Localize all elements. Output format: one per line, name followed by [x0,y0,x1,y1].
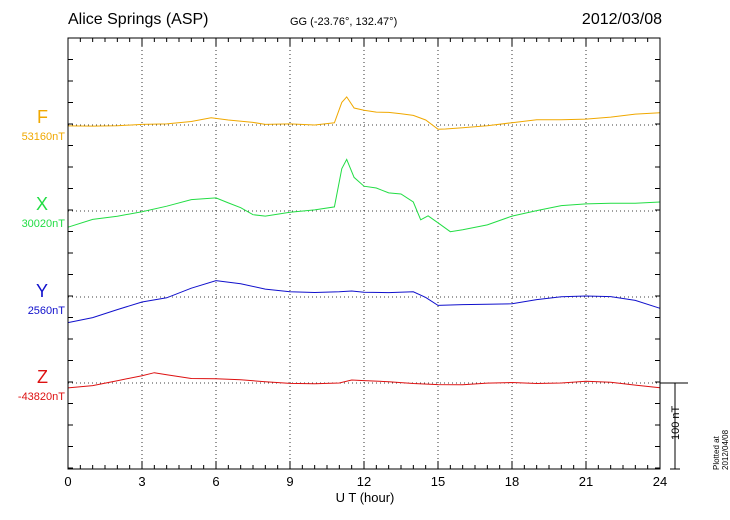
series-baseline-x: 30020nT [21,218,65,230]
scale-bar-label: 100 nT [670,405,682,440]
x-tick-label: 15 [431,474,445,489]
x-tick-label: 12 [357,474,371,489]
x-axis-label: U T (hour) [335,490,395,505]
plot-frame [67,37,661,470]
x-tick-label: 3 [138,474,145,489]
series-baseline-y: 2560nT [27,305,65,317]
series-line-x [67,158,661,233]
x-tick-label: 24 [653,474,667,489]
series-line-z [67,372,661,389]
chart-title: Alice Springs (ASP) [68,11,209,28]
scale-bar [660,382,688,470]
x-tick-labels: 0 3 6 9 12 15 18 21 24 [64,474,667,489]
series-baseline-z: -43820nT [17,391,65,403]
series-label-f: F [37,107,48,127]
x-tick-label: 18 [505,474,519,489]
station-coordinates: GG (-23.76°, 132.47°) [290,16,398,28]
series-baseline-f: 53160nT [21,131,65,143]
grid-lines [68,38,660,469]
chart-date: 2012/03/08 [581,11,662,28]
series-lines [67,96,661,389]
x-tick-label: 21 [579,474,593,489]
x-tick-label: 0 [64,474,71,489]
x-tick-label: 9 [286,474,293,489]
series-label-x: X [35,194,48,214]
series-line-y [67,280,661,324]
series-label-y: Y [35,281,48,301]
plotted-timestamp: Plotted at 2012/04/08 01:00 UT [712,429,730,470]
series-label-z: Z [37,367,48,387]
series-line-f [67,96,661,130]
x-tick-label: 6 [212,474,219,489]
